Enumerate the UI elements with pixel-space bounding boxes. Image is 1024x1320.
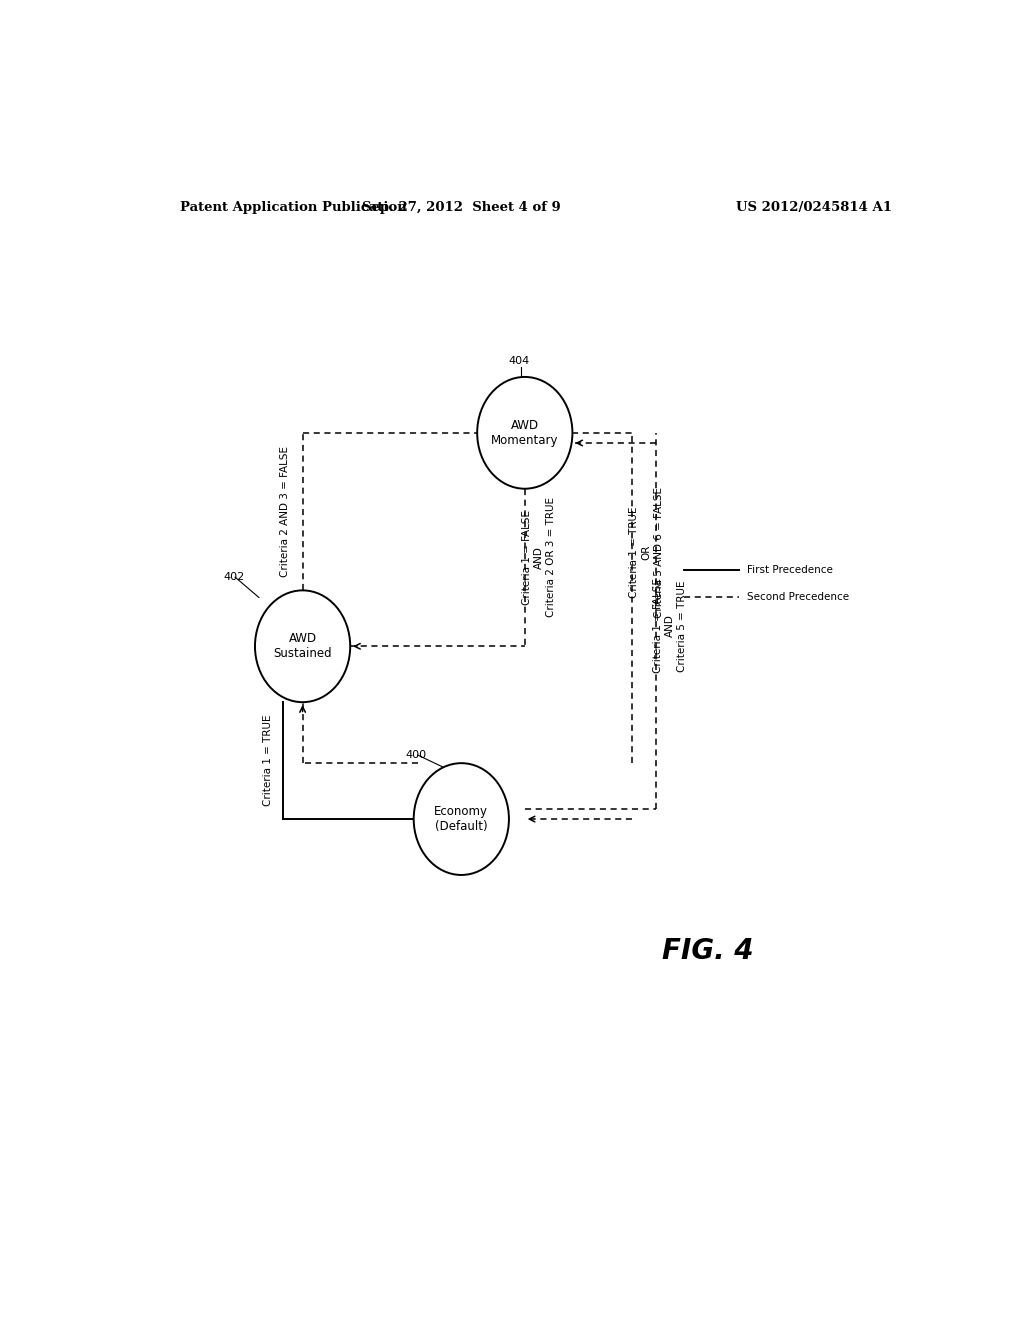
- Text: Criteria 1 = FALSE
AND
Criteria 5 = TRUE: Criteria 1 = FALSE AND Criteria 5 = TRUE: [652, 578, 687, 673]
- Text: First Precedence: First Precedence: [748, 565, 833, 576]
- Text: Economy
(Default): Economy (Default): [434, 805, 488, 833]
- Ellipse shape: [255, 590, 350, 702]
- Text: FIG. 4: FIG. 4: [662, 937, 753, 965]
- Text: 402: 402: [223, 572, 245, 582]
- Text: Criteria 2 AND 3 = FALSE: Criteria 2 AND 3 = FALSE: [281, 446, 290, 577]
- Text: 404: 404: [509, 355, 530, 366]
- Text: Criteria 1 = TRUE: Criteria 1 = TRUE: [263, 715, 273, 807]
- Text: US 2012/0245814 A1: US 2012/0245814 A1: [736, 201, 893, 214]
- Ellipse shape: [477, 378, 572, 488]
- Text: Second Precedence: Second Precedence: [748, 593, 849, 602]
- Text: Criteria 1 = FALSE
AND
Criteria 2 OR 3 = TRUE: Criteria 1 = FALSE AND Criteria 2 OR 3 =…: [521, 498, 556, 618]
- Text: AWD
Sustained: AWD Sustained: [273, 632, 332, 660]
- Text: Patent Application Publication: Patent Application Publication: [179, 201, 407, 214]
- Text: 400: 400: [406, 750, 427, 760]
- Text: Sep. 27, 2012  Sheet 4 of 9: Sep. 27, 2012 Sheet 4 of 9: [361, 201, 561, 214]
- Text: AWD
Momentary: AWD Momentary: [492, 418, 558, 447]
- Ellipse shape: [414, 763, 509, 875]
- Text: Criteria 1 = TRUE
OR
Criteria 5 AND 6 = FALSE: Criteria 1 = TRUE OR Criteria 5 AND 6 = …: [629, 487, 664, 618]
